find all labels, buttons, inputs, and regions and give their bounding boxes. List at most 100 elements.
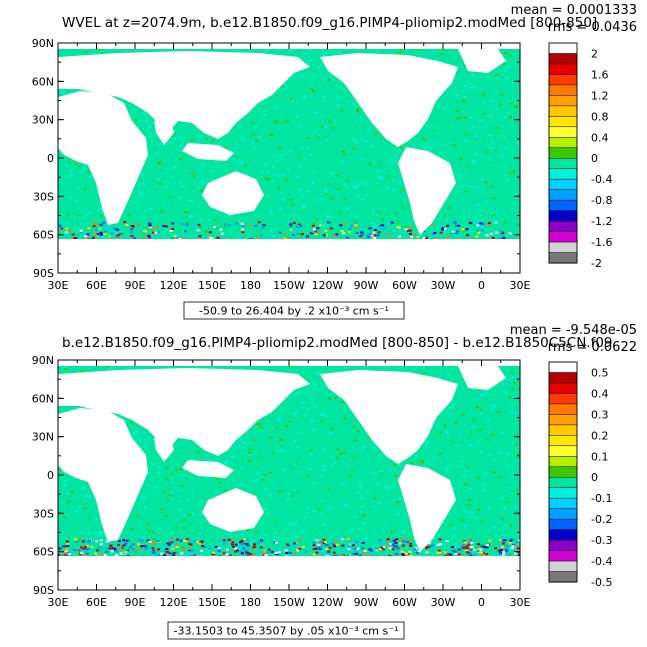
lat-tick-label: 30S xyxy=(33,507,54,520)
lon-tick-label: 30W xyxy=(431,279,456,292)
colorbar-label: 0.5 xyxy=(591,367,609,380)
southern-ocean-band xyxy=(58,538,520,558)
lon-tick-label: 120W xyxy=(312,279,344,292)
lat-tick-label: 60S xyxy=(33,546,54,559)
colorbar-label: -0.1 xyxy=(591,492,612,505)
colorbar-label: -0.3 xyxy=(591,534,612,547)
colorbar-label: 0 xyxy=(591,152,598,165)
colorbar-swatch xyxy=(548,550,578,562)
colorbar-swatch xyxy=(548,220,578,233)
lon-tick-label: 150W xyxy=(273,596,305,609)
colorbar-swatch xyxy=(548,508,578,520)
colorbar-swatch xyxy=(548,424,578,436)
top-map-title: WVEL at z=2074.9m, b.e12.B1850.f09_g16.P… xyxy=(62,15,597,31)
colorbar-swatch xyxy=(548,529,578,541)
bottom-contour-info-box xyxy=(167,621,405,640)
lon-tick-label: 30E xyxy=(48,279,69,292)
southern-ocean-band xyxy=(58,221,515,241)
colorbar-swatch xyxy=(548,518,578,531)
lon-tick-label: 150E xyxy=(198,279,226,292)
lon-tick-label: 90W xyxy=(354,596,379,609)
colorbar-swatch xyxy=(548,74,578,86)
lon-tick-label: 120E xyxy=(160,596,188,609)
colorbar-label: 0.2 xyxy=(591,429,609,442)
colorbar-swatch xyxy=(548,393,578,405)
lat-tick-label: 90S xyxy=(33,267,54,280)
colorbar-swatch xyxy=(548,189,578,201)
lat-tick-label: 90N xyxy=(32,354,54,367)
lat-tick-label: 60N xyxy=(32,75,54,88)
land-mask xyxy=(58,360,520,590)
lat-tick-label: 60N xyxy=(32,392,54,405)
colorbar-swatch xyxy=(548,403,578,415)
colorbar-swatch xyxy=(548,252,578,264)
colorbar-label: 1.6 xyxy=(591,68,609,81)
colorbar-swatch xyxy=(548,116,578,128)
top-contour-info: -50.9 to 26.404 by .2 x10⁻³ cm s⁻¹ xyxy=(199,305,389,318)
lat-tick-label: 30S xyxy=(33,190,54,203)
colorbar-swatch xyxy=(548,241,578,254)
bottom-rms-label: rms = 0.0622 xyxy=(548,340,637,355)
colorbar-swatch xyxy=(548,487,578,499)
lat-tick-label: 30N xyxy=(32,114,54,127)
colorbar-swatch xyxy=(548,560,578,573)
colorbar-swatch xyxy=(548,414,578,426)
colorbar-swatch xyxy=(548,539,578,552)
lon-tick-label: 150W xyxy=(273,279,305,292)
colorbar-swatch xyxy=(548,137,578,149)
lon-tick-label: 60E xyxy=(86,596,107,609)
lon-tick-label: 180 xyxy=(240,279,261,292)
colorbar-swatch xyxy=(548,84,578,96)
colorbar-label: 2 xyxy=(591,48,598,61)
colorbar-label: 0.4 xyxy=(591,387,609,400)
colorbar-swatch xyxy=(548,95,578,107)
colorbar-label: -2 xyxy=(591,257,602,270)
colorbar-label: 0.3 xyxy=(591,408,609,421)
colorbar-swatch xyxy=(548,435,578,447)
lon-tick-label: 30E xyxy=(48,596,69,609)
bottom-map-area xyxy=(58,360,520,590)
colorbar-swatch xyxy=(548,231,578,243)
lon-tick-label: 90W xyxy=(354,279,379,292)
lon-tick-label: 60W xyxy=(392,279,417,292)
colorbar-swatch xyxy=(548,199,578,212)
colorbar-label: -1.6 xyxy=(591,236,612,249)
lon-tick-label: 60W xyxy=(392,596,417,609)
colorbar-label: 0.8 xyxy=(591,110,609,123)
colorbar-swatch xyxy=(548,147,578,159)
lat-tick-label: 90S xyxy=(33,584,54,597)
colorbar-swatch xyxy=(548,456,578,468)
colorbar-swatch xyxy=(548,178,578,191)
lon-tick-label: 30E xyxy=(510,596,531,609)
top-contour-info-box xyxy=(183,301,405,320)
lon-tick-label: 120E xyxy=(160,279,188,292)
top-map-panel: WVEL at z=2074.9m, b.e12.B1850.f09_g16.P… xyxy=(32,3,637,320)
bottom-map-panel: b.e12.B1850.f09_g16.PIMP4-pliomip2.modMe… xyxy=(32,323,637,640)
bottom-contour-info: -33.1503 to 45.3507 by .05 x10⁻³ cm s⁻¹ xyxy=(174,625,399,638)
lat-tick-label: 0 xyxy=(47,152,54,165)
top-colorbar: 2 1.6 1.2 0.8 0.4 0 -0.4 -0.8 -1.2 -1.6 -2 xyxy=(548,42,612,270)
colorbar-swatch xyxy=(548,126,578,138)
bottom-colorbar: 0.5 0.4 0.3 0.2 0.1 0 -0.1 -0.2 -0.3 -0.4 -0.5 xyxy=(548,361,612,589)
lon-tick-label: 0 xyxy=(478,596,485,609)
colorbar-label: -0.8 xyxy=(591,194,612,207)
lat-tick-label: 90N xyxy=(32,37,54,50)
lat-tick-label: 60S xyxy=(33,229,54,242)
lon-tick-label: 150E xyxy=(198,596,226,609)
colorbar-swatch xyxy=(548,476,578,489)
lon-tick-label: 90E xyxy=(125,596,146,609)
colorbar-label: -1.2 xyxy=(591,215,612,228)
colorbar-swatch xyxy=(548,361,578,374)
colorbar-swatch xyxy=(548,466,578,478)
colorbar-label: -0.2 xyxy=(591,513,612,526)
colorbar-swatch xyxy=(548,42,578,55)
colorbar-swatch xyxy=(548,105,578,117)
colorbar-label: -0.5 xyxy=(591,576,612,589)
bottom-mean-label: mean = -9.548e-05 xyxy=(510,323,637,338)
colorbar-label: -0.4 xyxy=(591,173,612,186)
colorbar-swatch xyxy=(548,53,578,65)
colorbar-swatch xyxy=(548,210,578,222)
